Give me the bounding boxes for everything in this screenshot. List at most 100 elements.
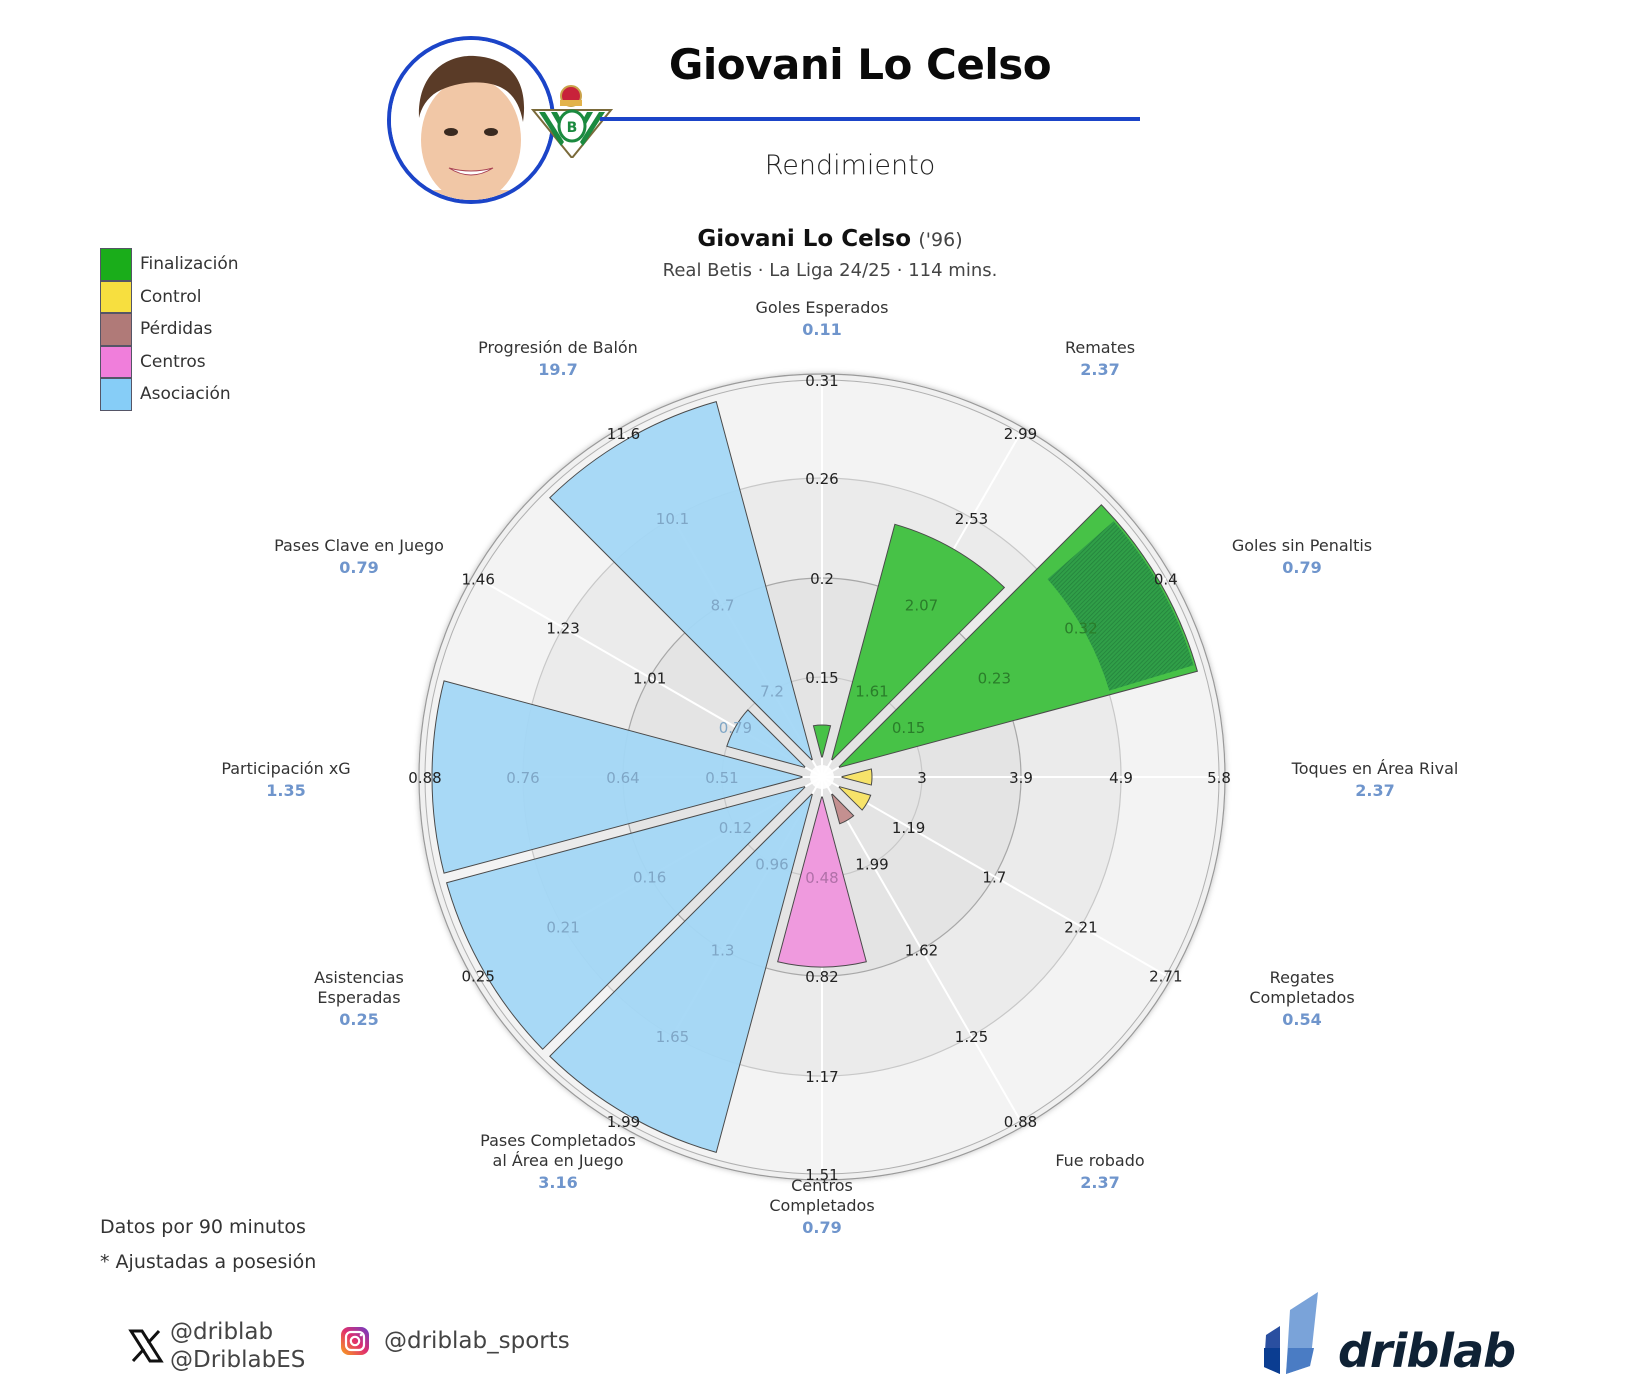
page-subtitle: Rendimiento [764,150,936,181]
tick-label: 2.07 [905,597,938,615]
x-handle-primary[interactable]: @driblab [170,1319,274,1345]
tick-label: 1.46 [461,571,494,589]
x-handle-secondary[interactable]: @DriblabES [170,1347,306,1373]
legend-item-centros: Centros [100,345,239,378]
tick-label: 0.82 [805,968,838,986]
instagram-logo-icon [341,1327,369,1355]
legend-label: Finalización [140,254,239,275]
axis-value: 2.37 [1080,360,1120,379]
axis-label: Participación xG 1.35 [221,759,350,801]
footnote-possession: * Ajustadas a posesión [100,1251,317,1273]
axis-label: Pases Completados al Área en Juego 3.16 [480,1131,636,1193]
tick-label: 0.2 [810,570,834,588]
tick-label: 1.19 [892,819,925,837]
tick-label: 0.15 [892,719,925,737]
tick-label: 2.99 [1004,425,1037,443]
axis-label: Pases Clave en Juego 0.79 [274,536,444,578]
tick-label: 1.99 [607,1113,640,1131]
legend-item-finalizacion: Finalización [100,248,239,281]
bar-9 [431,680,803,874]
chart-player-name: Giovani Lo Celso [697,226,912,252]
tick-label: 2.71 [1149,968,1182,986]
axis-label: Remates 2.37 [1065,338,1135,380]
tick-label: 0.51 [705,769,738,787]
tick-label: 2.53 [955,510,988,528]
axis-value: 2.37 [1355,781,1395,800]
tick-label: 8.7 [711,597,735,615]
instagram-handle-group[interactable]: @driblab_sports [340,1326,570,1356]
axis-label-text: Goles sin Penaltis [1231,536,1373,555]
tick-label: 0.32 [1064,620,1097,638]
axis-label: Fue robado 2.37 [1055,1151,1144,1193]
tick-label: 2.21 [1064,919,1097,937]
chart-legend: Finalización Control Pérdidas Centros As… [100,248,239,411]
axis-label: Progresión de Balón 19.7 [478,338,638,380]
driblab-logo: driblab [1260,1290,1516,1378]
axis-label: Goles sin Penaltis 0.79 [1232,536,1372,578]
tick-label: 1.25 [955,1028,988,1046]
tick-label: 10.1 [656,510,689,528]
axis-label: Centros Completados 0.79 [769,1176,874,1238]
axis-value: 0.79 [1282,558,1322,577]
axis-label-text: Pases Clave en Juego [274,536,444,555]
tick-label: 0.88 [408,769,441,787]
tick-label: 0.79 [719,719,752,737]
instagram-handle[interactable]: @driblab_sports [384,1328,570,1354]
tick-label: 1.62 [905,941,938,959]
player-photo-icon [391,40,551,200]
axis-label-text: Asistencias [314,968,404,987]
hatched-region [1047,521,1194,691]
axis-value: 0.11 [802,320,842,339]
axis-value: 3.16 [538,1173,578,1192]
axis-label-text: Centros [791,1176,853,1195]
legend-swatch [100,345,132,378]
brand-wordmark: driblab [1338,1324,1516,1378]
footnote-per90: Datos por 90 minutos [100,1216,306,1238]
axis-label-text: Regates [1269,968,1335,987]
tick-label: 0.76 [506,769,539,787]
tick-label: 1.99 [855,856,888,874]
tick-label: 1.7 [982,869,1006,887]
axis-value: 2.37 [1080,1173,1120,1192]
svg-text:B: B [567,120,578,136]
tick-label: 5.8 [1207,769,1231,787]
tick-label: 1.51 [805,1166,838,1184]
chart-birth-year: ('96) [918,229,963,251]
legend-swatch [100,280,132,313]
tick-label: 7.2 [760,682,784,700]
tick-label: 0.4 [1154,571,1178,589]
axis-value: 0.79 [339,558,379,577]
bar-11 [549,400,813,761]
tick-label: 3.9 [1009,769,1033,787]
x-logo-icon [128,1329,164,1363]
x-social-handles[interactable]: @driblab @DriblabES [128,1318,305,1374]
tick-label: 4.9 [1109,769,1133,787]
bar-3 [841,768,873,786]
legend-swatch [100,313,132,346]
tick-label: 1.61 [855,682,888,700]
chart-bars [431,400,1199,1154]
chart-title: Giovani Lo Celso ('96) [560,226,1100,252]
axis-value: 1.35 [266,781,306,800]
axis-value: 19.7 [538,360,578,379]
axis-label-text: Participación xG [221,759,351,778]
legend-item-perdidas: Pérdidas [100,313,239,346]
tick-label: 3 [917,769,927,787]
legend-swatch [100,378,132,411]
bar-4 [838,786,872,811]
tick-label: 0.31 [805,372,838,390]
axis-value: 0.54 [1282,1010,1322,1029]
axis-label-text: al Área en Juego [492,1151,624,1170]
tick-label: 0.21 [546,919,579,937]
tick-label: 0.96 [755,856,788,874]
bar-8 [445,786,806,1050]
axis-label-text: Completados [1249,988,1355,1007]
axis-label: Asistencias Esperadas 0.25 [314,968,404,1030]
tick-label: 1.3 [711,941,735,959]
axis-label: Goles Esperados 0.11 [755,298,888,340]
tick-label: 0.64 [606,769,639,787]
driblab-mark-icon [1264,1292,1318,1374]
page-title: Giovani Lo Celso [668,40,1052,89]
legend-label: Asociación [140,384,231,405]
